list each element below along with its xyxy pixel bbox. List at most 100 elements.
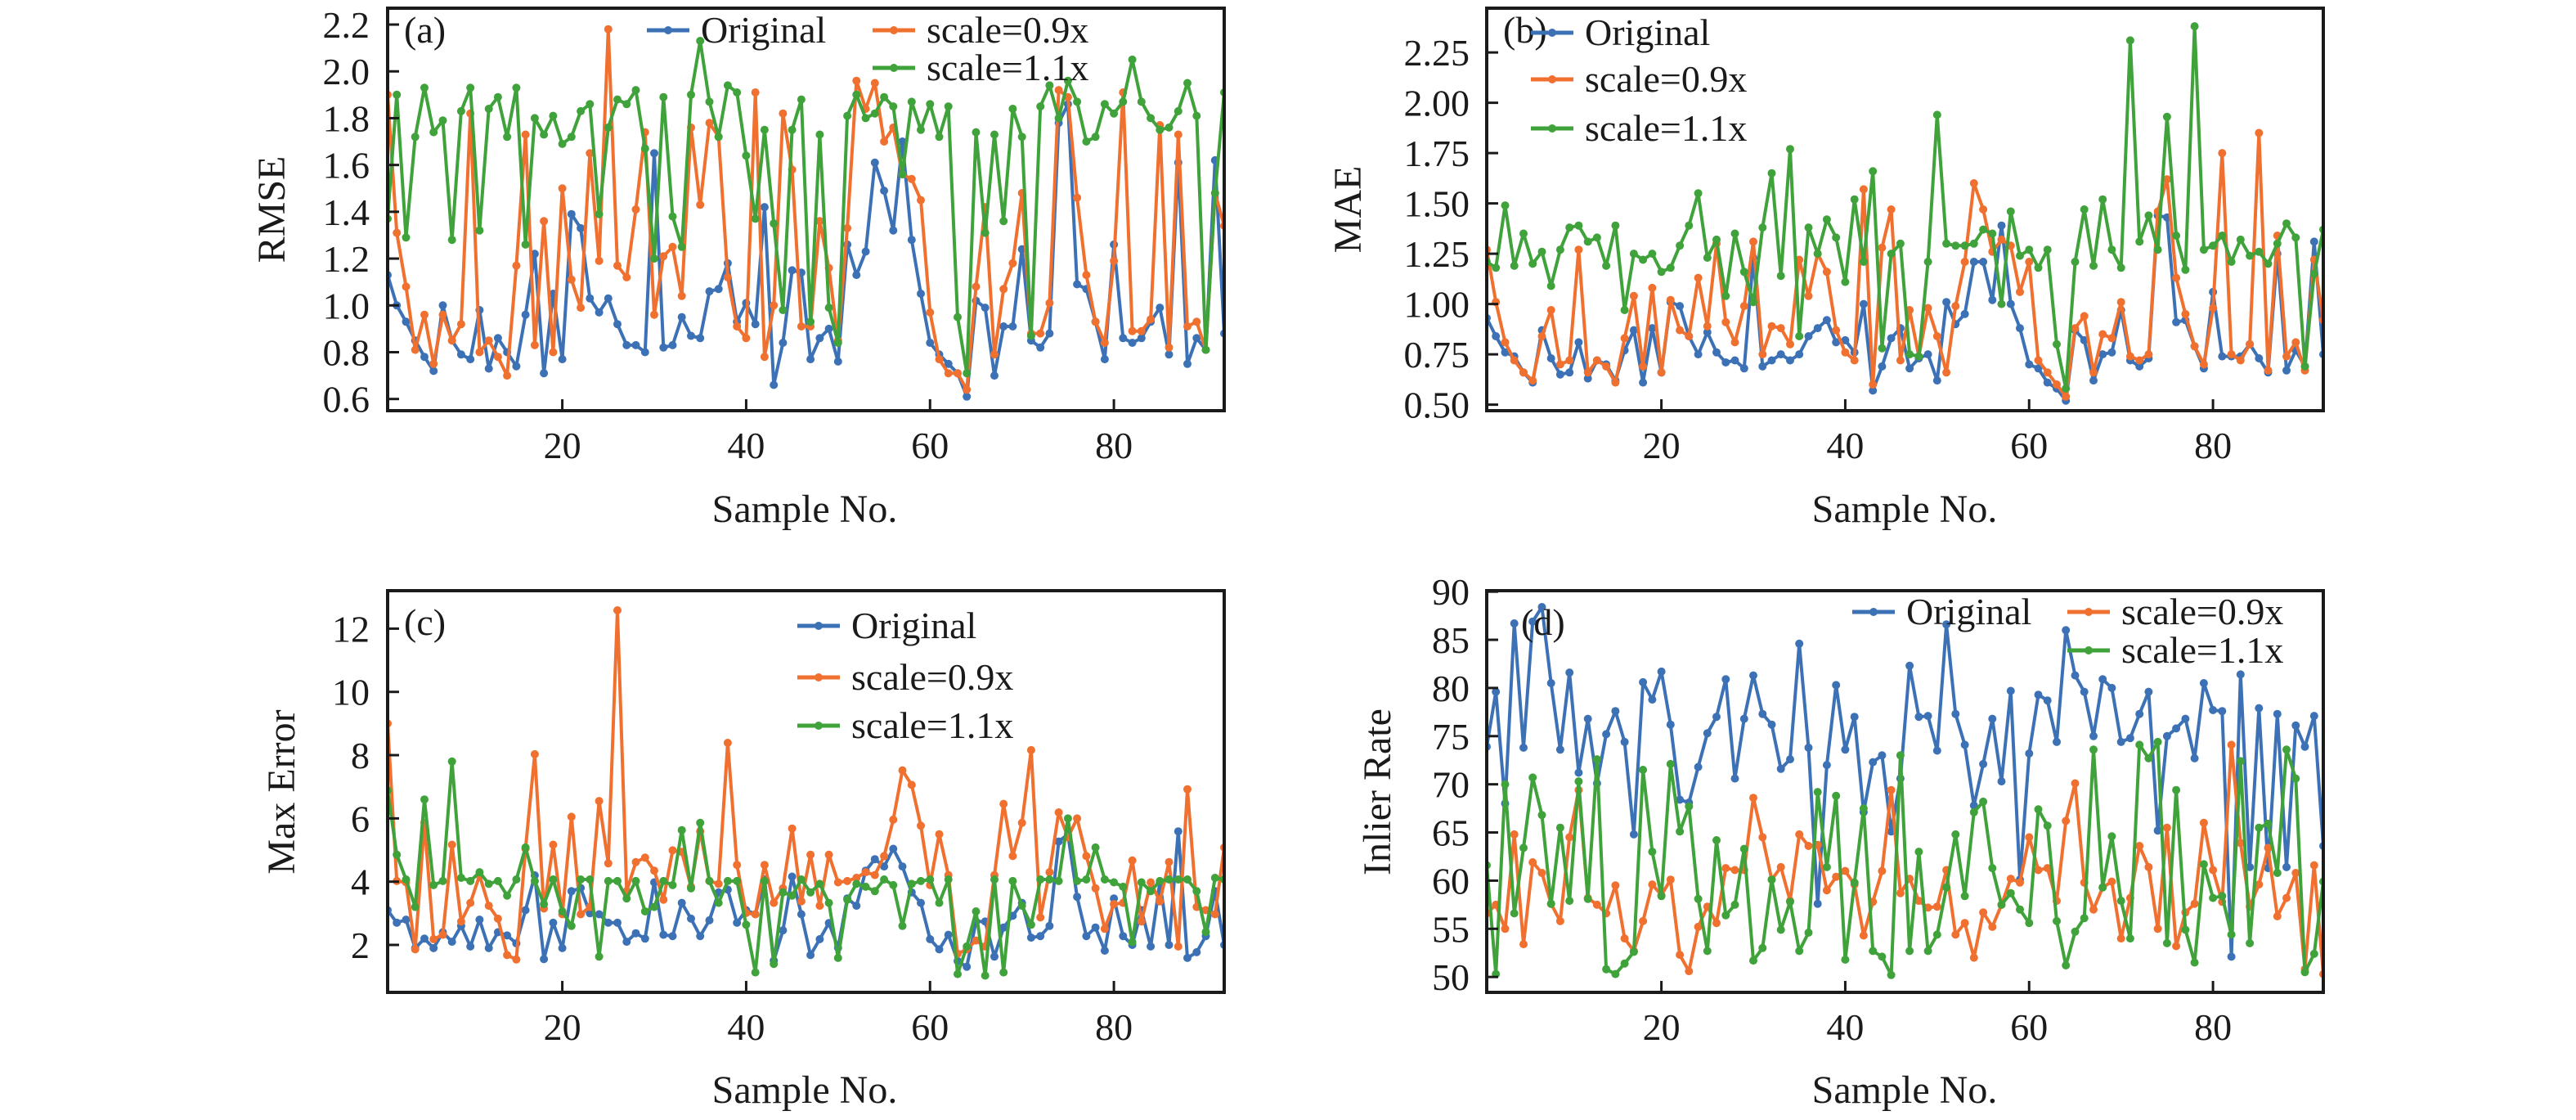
y-tick-label: 2	[351, 924, 370, 966]
data-point	[1091, 317, 1100, 326]
data-point	[438, 310, 447, 319]
x-tick-label: 40	[727, 425, 765, 466]
data-point	[1776, 764, 1785, 773]
data-point	[1583, 368, 1592, 377]
data-point	[1565, 833, 1574, 842]
y-tick-label: 1.4	[323, 191, 370, 233]
data-point	[1528, 376, 1537, 385]
y-tick-label: 65	[1432, 812, 1470, 854]
data-point	[1574, 338, 1583, 347]
data-point	[1850, 878, 1859, 887]
data-point	[2116, 298, 2125, 307]
data-point	[1721, 675, 1730, 684]
data-point	[1583, 374, 1592, 383]
data-point	[2016, 324, 2024, 333]
data-point	[613, 606, 622, 614]
data-point	[1565, 223, 1574, 232]
data-point	[1960, 892, 1969, 901]
data-point	[1869, 758, 1878, 767]
data-point	[668, 932, 677, 941]
data-point	[2071, 324, 2080, 333]
data-point	[1767, 356, 1776, 365]
data-point	[456, 917, 465, 926]
data-point	[521, 240, 530, 249]
data-point	[889, 226, 898, 235]
data-point	[990, 130, 999, 139]
data-point	[954, 969, 962, 978]
data-point	[797, 910, 806, 919]
data-point	[2098, 195, 2107, 204]
data-point	[1620, 334, 1629, 343]
data-point	[1592, 356, 1601, 365]
data-point	[1100, 339, 1109, 347]
data-point	[806, 951, 815, 960]
data-point	[852, 879, 861, 888]
data-point	[917, 821, 925, 830]
y-tick-label: 1.8	[323, 97, 370, 139]
data-point	[2291, 774, 2300, 783]
data-point	[640, 907, 649, 915]
data-point	[512, 362, 521, 371]
data-point	[438, 876, 447, 885]
data-point	[521, 843, 530, 852]
data-point	[1932, 746, 1941, 755]
data-point	[2291, 233, 2300, 242]
data-point	[521, 310, 530, 319]
y-tick-label: 80	[1432, 668, 1470, 709]
data-point	[705, 119, 714, 128]
data-point	[1905, 350, 1914, 359]
data-point	[668, 340, 677, 349]
data-point	[880, 875, 889, 884]
data-point	[613, 876, 622, 885]
data-point	[402, 317, 411, 326]
data-point	[577, 875, 586, 884]
data-point	[1648, 324, 1657, 333]
panel-b-xlabel: Sample No.	[1812, 488, 1998, 531]
y-tick-label: 1.25	[1404, 233, 1470, 275]
x-tick-label: 40	[1826, 425, 1864, 466]
data-point	[558, 943, 567, 952]
panel-c-series	[388, 606, 1224, 980]
data-point	[770, 898, 779, 907]
data-point	[870, 79, 879, 88]
data-point	[659, 876, 668, 885]
legend-item: scale=1.1x	[1531, 107, 1747, 149]
data-point	[2282, 862, 2291, 871]
data-point	[696, 37, 705, 45]
data-point	[1795, 639, 1804, 648]
data-point	[981, 304, 990, 313]
data-point	[1156, 125, 1165, 134]
data-point	[1979, 797, 1988, 806]
data-point	[1932, 332, 1941, 340]
data-point	[1620, 306, 1629, 314]
data-point	[1165, 941, 1174, 949]
data-point	[861, 868, 870, 877]
data-point	[2227, 930, 2236, 939]
data-point	[1510, 830, 1519, 839]
data-point	[852, 76, 861, 85]
data-point	[2172, 232, 2181, 240]
data-point	[1905, 661, 1914, 670]
data-point	[429, 359, 438, 368]
data-point	[2062, 384, 2071, 393]
data-point	[944, 875, 953, 884]
data-point	[1832, 872, 1841, 881]
data-point	[1676, 827, 1685, 836]
data-point	[1813, 250, 1822, 259]
data-point	[2053, 380, 2061, 389]
data-point	[1841, 866, 1850, 875]
data-point	[1100, 947, 1109, 955]
data-point	[1721, 864, 1730, 873]
data-point	[1712, 919, 1721, 928]
y-tick-label: 8	[351, 735, 370, 776]
data-point	[2172, 724, 2181, 733]
data-point	[1110, 256, 1119, 265]
data-point	[1648, 250, 1657, 259]
legend-marker-icon	[815, 673, 823, 681]
data-point	[2125, 734, 2134, 743]
data-point	[2107, 245, 2116, 254]
data-point	[631, 340, 640, 349]
data-point	[1537, 247, 1546, 256]
data-point	[2227, 952, 2236, 961]
data-point	[1905, 947, 1914, 956]
